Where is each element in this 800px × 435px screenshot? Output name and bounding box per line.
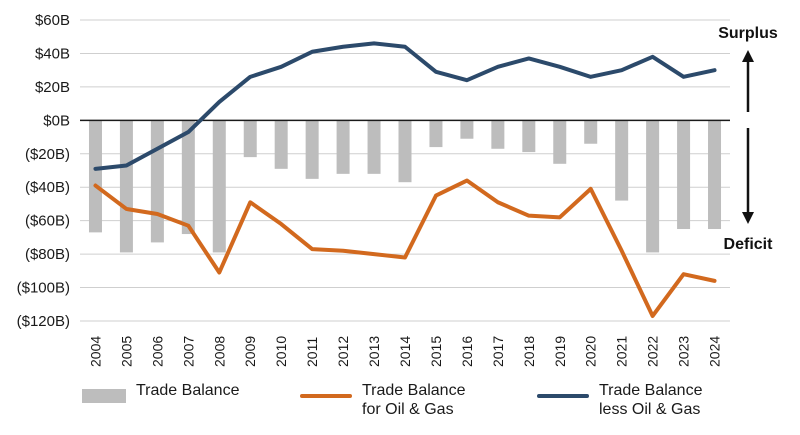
bar-trade-balance bbox=[584, 120, 598, 144]
legend-swatch-line bbox=[537, 394, 589, 398]
y-tick-label: ($40B) bbox=[25, 179, 70, 196]
bar-trade-balance bbox=[522, 120, 536, 153]
legend-swatch-bar bbox=[82, 389, 126, 403]
y-tick-label: $40B bbox=[35, 45, 70, 62]
bar-trade-balance bbox=[615, 120, 629, 201]
x-tick-label: 2014 bbox=[397, 336, 413, 367]
legend-label: Trade Balance bbox=[136, 382, 240, 399]
x-tick-label: 2011 bbox=[304, 337, 320, 367]
surplus-deficit-annotation: Surplus Deficit bbox=[718, 25, 778, 253]
down-arrow-head-icon bbox=[742, 212, 754, 224]
y-tick-label: ($60B) bbox=[25, 213, 70, 230]
legend-label: Trade Balance less Oil & Gas bbox=[599, 382, 703, 418]
bar-trade-balance bbox=[429, 120, 443, 148]
bar-trade-balance bbox=[460, 120, 474, 139]
y-tick-label: ($100B) bbox=[17, 280, 70, 297]
line-series bbox=[93, 41, 717, 318]
up-arrow-head-icon bbox=[742, 50, 754, 62]
x-tick-label: 2015 bbox=[428, 336, 444, 367]
legend: Trade Balance Trade Balance for Oil & Ga… bbox=[0, 381, 800, 435]
x-tick-label: 2019 bbox=[552, 336, 568, 367]
x-tick-label: 2005 bbox=[118, 336, 134, 367]
legend-item-trade-balance: Trade Balance bbox=[82, 381, 239, 403]
bar-trade-balance bbox=[553, 120, 567, 164]
y-tick-label: ($80B) bbox=[25, 246, 70, 263]
y-tick-label: $20B bbox=[35, 79, 70, 96]
line-oil-gas bbox=[93, 178, 717, 318]
bar-series bbox=[88, 120, 722, 253]
bar-trade-balance bbox=[274, 120, 288, 169]
x-tick-label: 2006 bbox=[149, 336, 165, 367]
x-tick-label: 2009 bbox=[242, 336, 258, 367]
x-tick-label: 2017 bbox=[490, 336, 506, 367]
bar-trade-balance bbox=[88, 120, 102, 233]
bar-trade-balance bbox=[150, 120, 164, 243]
bar-trade-balance bbox=[181, 120, 195, 235]
bar-trade-balance bbox=[708, 120, 722, 230]
y-axis-ticks: $60B $40B $20B $0B ($20B) ($40B) ($60B) ($80B) (… bbox=[17, 12, 70, 330]
bar-trade-balance bbox=[677, 120, 691, 230]
bar-trade-balance bbox=[398, 120, 412, 183]
x-tick-label: 2024 bbox=[707, 336, 723, 367]
x-tick-label: 2022 bbox=[645, 336, 661, 367]
legend-label: Trade Balance for Oil & Gas bbox=[362, 382, 466, 418]
legend-swatch-line bbox=[300, 394, 352, 398]
bar-trade-balance bbox=[367, 120, 381, 174]
x-tick-label: 2023 bbox=[676, 336, 692, 367]
y-tick-label: ($20B) bbox=[25, 146, 70, 163]
bar-trade-balance bbox=[212, 120, 226, 253]
legend-item-less-oil-gas: Trade Balance less Oil & Gas bbox=[537, 381, 702, 419]
x-axis-ticks: 2004 2005 2006 2007 2008 2009 2010 2011 2012 2013… bbox=[87, 336, 722, 367]
x-tick-label: 2008 bbox=[211, 336, 227, 367]
bar-trade-balance bbox=[336, 120, 350, 174]
x-tick-label: 2020 bbox=[583, 336, 599, 367]
x-tick-label: 2021 bbox=[614, 336, 630, 367]
bar-trade-balance bbox=[119, 120, 133, 253]
bar-trade-balance bbox=[243, 120, 257, 158]
chart: $60B $40B $20B $0B ($20B) ($40B) ($60B) ($80B) (… bbox=[17, 12, 778, 367]
line-less-oil-gas bbox=[93, 41, 717, 171]
x-tick-label: 2013 bbox=[366, 336, 382, 367]
x-tick-label: 2004 bbox=[87, 336, 103, 367]
deficit-label: Deficit bbox=[724, 236, 774, 253]
x-tick-label: 2007 bbox=[180, 336, 196, 367]
x-tick-label: 2018 bbox=[521, 336, 537, 367]
surplus-label: Surplus bbox=[718, 25, 778, 42]
x-tick-label: 2010 bbox=[273, 336, 289, 367]
x-tick-label: 2012 bbox=[335, 336, 351, 367]
bar-trade-balance bbox=[646, 120, 660, 253]
y-tick-label: $0B bbox=[43, 112, 70, 129]
y-tick-label: $60B bbox=[35, 12, 70, 29]
x-tick-label: 2016 bbox=[459, 336, 475, 367]
bar-trade-balance bbox=[491, 120, 505, 149]
y-tick-label: ($120B) bbox=[17, 313, 70, 330]
legend-item-oil-gas: Trade Balance for Oil & Gas bbox=[300, 381, 465, 419]
bar-trade-balance bbox=[305, 120, 319, 179]
